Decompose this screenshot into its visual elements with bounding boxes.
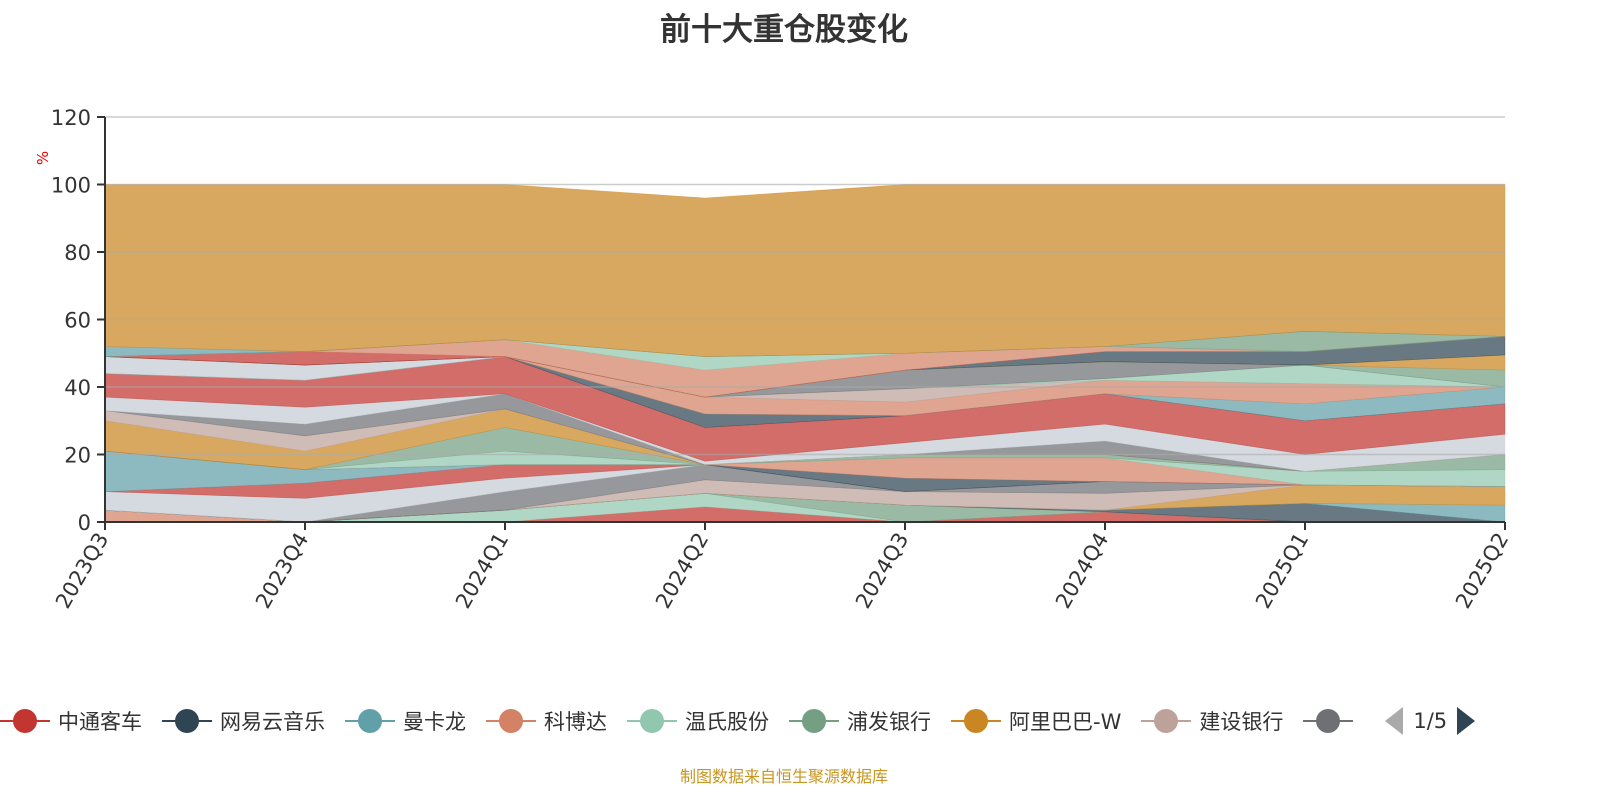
legend-marker-icon [951, 709, 1001, 733]
legend-item[interactable]: 浦发银行 [789, 706, 931, 736]
legend-marker-icon [162, 709, 212, 733]
legend-marker-icon [789, 709, 839, 733]
legend-pager: 1/5 [1385, 707, 1476, 735]
legend-item[interactable]: 阿里巴巴-W [951, 706, 1121, 736]
x-tick-label: 2025Q1 [1251, 529, 1313, 613]
legend-item[interactable]: 曼卡龙 [345, 706, 466, 736]
legend-item[interactable]: 网易云音乐 [162, 706, 325, 736]
y-tick-label: 120 [51, 106, 91, 130]
legend-label: 网易云音乐 [220, 710, 325, 734]
x-tick-label: 2024Q4 [1051, 529, 1113, 613]
y-axis-label: % [34, 151, 52, 165]
legend-marker-icon [627, 709, 677, 733]
legend-label: 浦发银行 [847, 710, 931, 734]
legend-label: 建设银行 [1199, 710, 1284, 734]
legend-label: 科博达 [544, 710, 607, 734]
y-tick-label: 20 [64, 444, 91, 468]
legend-item[interactable]: 温氏股份 [627, 706, 769, 736]
legend-label: 阿里巴巴-W [1009, 710, 1122, 734]
chart-title: 前十大重仓股变化 [660, 12, 908, 48]
prev-page-icon[interactable] [1385, 707, 1404, 735]
legend-page-indicator: 1/5 [1413, 709, 1448, 733]
legend-item[interactable]: 建设银行 [1141, 706, 1283, 736]
legend-item[interactable]: 科博达 [486, 706, 607, 736]
legend: 中通客车 网易云音乐 曼卡龙 科博达 温氏股份 浦发银行 阿里巴巴-W 建设银行 1/5 [0, 704, 1476, 738]
legend-marker-icon [0, 709, 50, 733]
legend-label: 曼卡龙 [403, 710, 466, 734]
y-tick-label: 80 [64, 241, 91, 265]
legend-marker-icon [1303, 709, 1354, 733]
legend-item[interactable] [1303, 709, 1361, 733]
source-note: 制图数据来自恒生聚源数据库 [679, 767, 888, 786]
stacked-area-chart: 0 20 40 60 80 100 120% 2023Q3 2023Q4 2024Q1 2024Q2… [34, 106, 1513, 613]
legend-label: 中通客车 [58, 710, 142, 734]
legend-marker-icon [486, 709, 536, 733]
y-tick-label: 40 [64, 376, 91, 400]
x-tick-label: 2025Q2 [1451, 529, 1513, 613]
area-series-s36 [104, 184, 1506, 357]
x-tick-label: 2024Q1 [451, 529, 513, 613]
y-tick-label: 0 [78, 511, 91, 535]
x-tick-label: 2023Q3 [51, 529, 113, 613]
legend-marker-icon [345, 709, 395, 733]
next-page-icon[interactable] [1457, 707, 1476, 735]
legend-marker-icon [1141, 709, 1192, 733]
x-tick-label: 2024Q2 [651, 529, 713, 613]
x-tick-label: 2024Q3 [851, 529, 913, 613]
legend-label: 温氏股份 [685, 710, 769, 734]
y-tick-label: 100 [51, 174, 91, 198]
x-tick-label: 2023Q4 [251, 529, 313, 613]
legend-item[interactable]: 中通客车 [0, 706, 142, 736]
y-tick-label: 60 [64, 309, 91, 333]
